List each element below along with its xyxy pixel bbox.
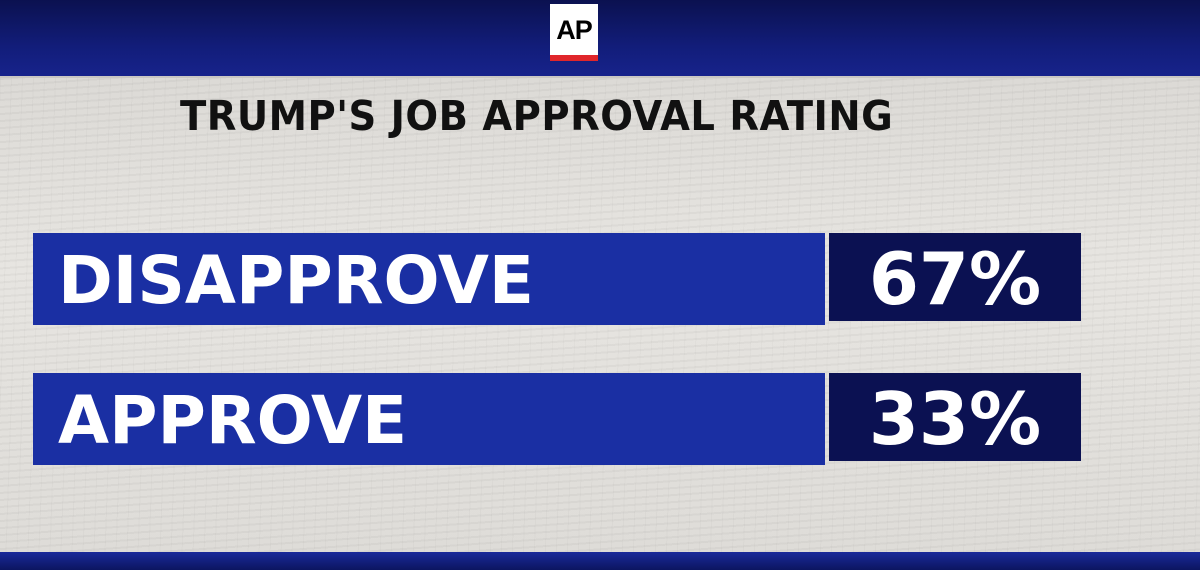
bar-disapprove [33, 233, 825, 325]
bar-approve [33, 373, 825, 465]
ap-logo-text: AP [556, 15, 593, 45]
chart-title: TRUMP'S JOB APPROVAL RATING [180, 92, 894, 140]
bar-label-approve: APPROVE [58, 382, 407, 459]
bar-value-disapprove: 67% [869, 237, 1041, 321]
value-box-disapprove [829, 233, 1081, 321]
bar-value-approve: 33% [869, 377, 1041, 461]
value-box-approve [829, 373, 1081, 461]
ap-logo: AP [550, 4, 598, 61]
header-band [0, 0, 1200, 78]
bar-label-disapprove: DISAPPROVE [58, 242, 534, 319]
footer-band [0, 552, 1200, 570]
